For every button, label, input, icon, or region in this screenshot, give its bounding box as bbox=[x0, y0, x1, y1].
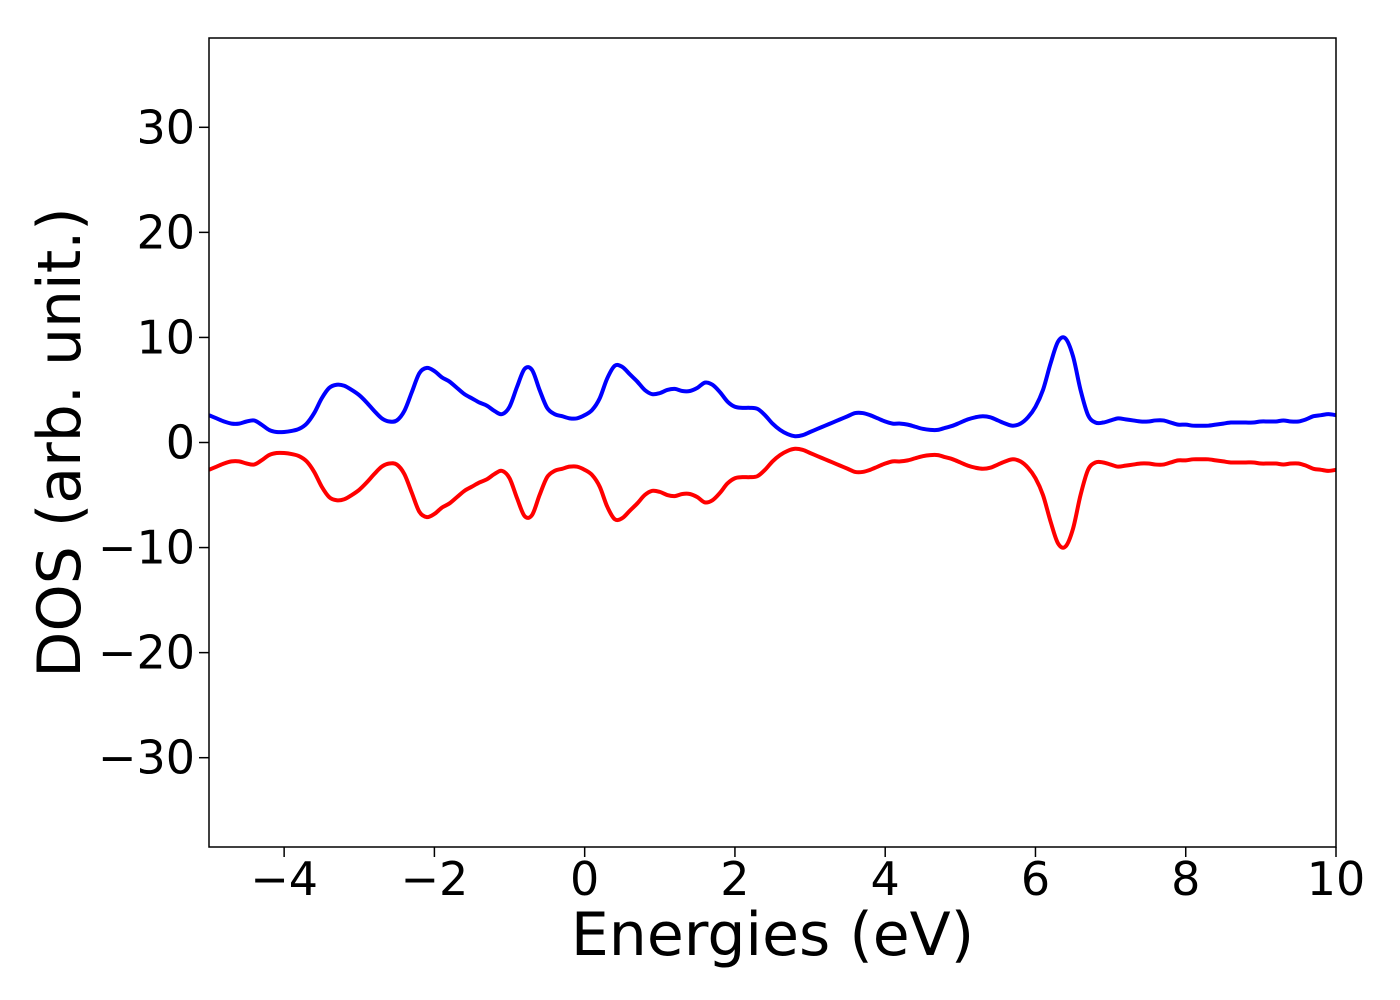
y-tick-label: −10 bbox=[98, 521, 195, 575]
x-tick-label: 0 bbox=[570, 852, 599, 906]
y-tick-label: 20 bbox=[136, 205, 195, 259]
x-tick-label: 6 bbox=[1021, 852, 1050, 906]
y-tick-label: 0 bbox=[166, 416, 195, 470]
x-tick-label: 10 bbox=[1307, 852, 1366, 906]
plot-frame bbox=[208, 37, 1337, 848]
x-tick-label: −2 bbox=[400, 852, 468, 906]
y-tick-label: −30 bbox=[98, 731, 195, 785]
x-tick-label: 4 bbox=[871, 852, 900, 906]
x-tick-label: 2 bbox=[720, 852, 749, 906]
x-axis-title: Energies (eV) bbox=[571, 900, 974, 970]
x-axis: −4 −2 0 2 4 6 8 10 bbox=[250, 847, 1365, 906]
y-axis: 30 20 10 0 −10 −20 −30 bbox=[98, 100, 209, 785]
series-line-blue bbox=[209, 335, 1336, 439]
series-layer bbox=[209, 335, 1336, 550]
series-line-red bbox=[209, 446, 1336, 550]
x-tick-label: 8 bbox=[1171, 852, 1200, 906]
y-tick-label: 10 bbox=[136, 310, 195, 364]
y-axis-title: DOS (arb. unit.) bbox=[25, 207, 95, 677]
y-tick-label: 30 bbox=[136, 100, 195, 154]
x-tick-label: −4 bbox=[250, 852, 318, 906]
y-tick-label: −20 bbox=[98, 626, 195, 680]
